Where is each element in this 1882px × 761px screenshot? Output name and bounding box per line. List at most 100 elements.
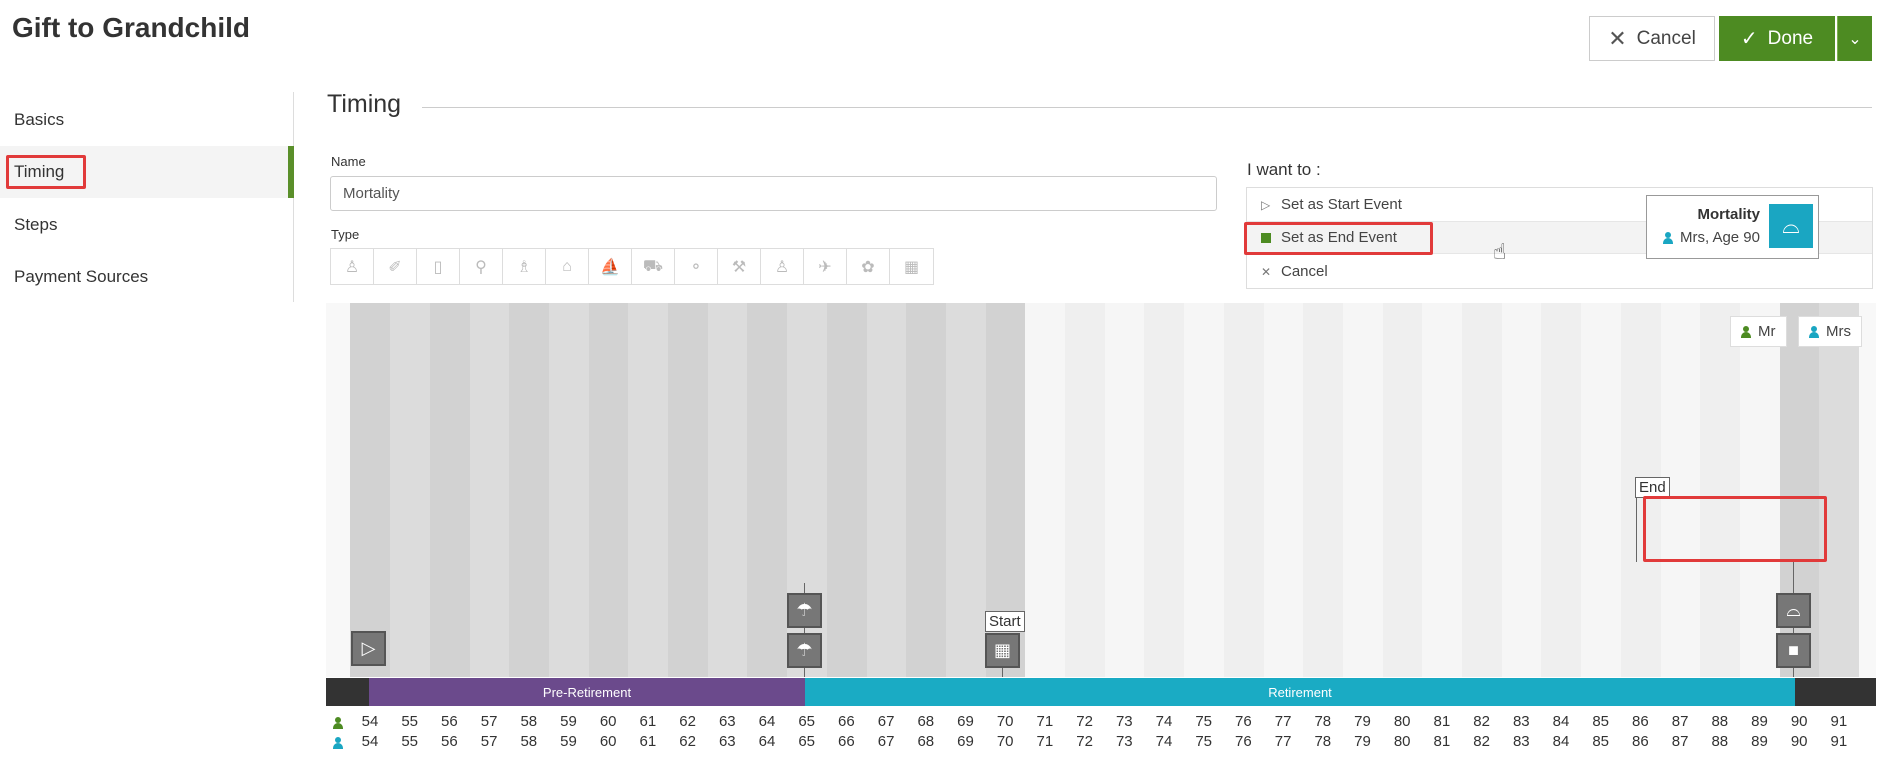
done-dropdown-button[interactable]: ⌄ xyxy=(1837,16,1872,61)
plane-icon[interactable]: ✈ xyxy=(804,249,847,284)
age-label: 63 xyxy=(718,713,736,730)
age-label: 55 xyxy=(401,713,419,730)
set-start-event-label: Set as Start Event xyxy=(1281,196,1402,213)
person-icon xyxy=(333,717,343,729)
age-label: 87 xyxy=(1671,733,1689,750)
calendar-icon[interactable]: ▦ xyxy=(985,633,1020,668)
sidebar-item-timing[interactable]: Timing xyxy=(14,162,65,181)
name-label: Name xyxy=(331,154,366,169)
timeline-column xyxy=(508,303,549,677)
age-label: 71 xyxy=(1036,713,1054,730)
stop-square-icon[interactable]: ■ xyxy=(1776,633,1811,668)
age-label: 70 xyxy=(996,733,1014,750)
ages-row-mrs: 54 55 56 57 58 59 60 61 62 63 64 65 66 67 68 69 70 71 72 73… xyxy=(326,733,1876,753)
person-icon xyxy=(1662,231,1673,244)
car-icon[interactable]: ⛟ xyxy=(632,249,675,284)
umbrella-icon[interactable]: ☂ xyxy=(787,593,822,628)
event-card-subtitle-text: Mrs, Age 90 xyxy=(1679,229,1760,246)
age-label: 78 xyxy=(1314,733,1332,750)
graduation-icon[interactable]: ✐ xyxy=(374,249,417,284)
sidebar-item-payment-sources[interactable]: Payment Sources xyxy=(14,267,149,286)
section-title: Timing xyxy=(327,90,402,118)
medical-icon[interactable]: ✿ xyxy=(847,249,890,284)
paint-roller-icon[interactable]: ⚒ xyxy=(718,249,761,284)
phase-retirement: Retirement xyxy=(805,678,1795,706)
hand-cursor-icon: ☝ xyxy=(1493,239,1507,264)
umbrella-icon[interactable]: ☂ xyxy=(787,633,822,668)
age-label: 72 xyxy=(1076,713,1093,730)
home-icon[interactable]: ⌂ xyxy=(546,249,589,284)
age-label: 57 xyxy=(480,733,498,750)
age-label: 56 xyxy=(441,713,458,730)
age-label: 64 xyxy=(758,713,776,730)
boat-icon[interactable]: ⛵ xyxy=(589,249,632,284)
savings-icon[interactable]: ⚬ xyxy=(675,249,718,284)
car-seat-icon[interactable]: ♗ xyxy=(503,249,546,284)
page-title: Gift to Grandchild xyxy=(12,12,250,43)
legend-mr-label: Mr xyxy=(1758,323,1776,340)
want-cancel-option[interactable]: ✕ Cancel xyxy=(1247,255,1872,288)
timeline-column xyxy=(667,303,708,677)
end-flag-connector xyxy=(1636,478,1637,562)
legend-mrs-label: Mrs xyxy=(1826,323,1851,340)
age-label: 59 xyxy=(560,733,577,750)
person-icon[interactable]: ♙ xyxy=(761,249,804,284)
age-label: 89 xyxy=(1751,713,1768,730)
legend-mrs[interactable]: Mrs xyxy=(1798,316,1862,347)
baby-icon[interactable]: ♙ xyxy=(331,249,374,284)
sidebar-item-basics[interactable]: Basics xyxy=(14,110,65,129)
age-label: 63 xyxy=(718,733,736,750)
age-label: 54 xyxy=(361,713,379,730)
age-label: 56 xyxy=(441,733,458,750)
tombstone-icon: ⌓ xyxy=(1769,204,1813,248)
timeline-column xyxy=(1382,303,1423,677)
name-input[interactable] xyxy=(330,176,1217,211)
done-button-label: Done xyxy=(1767,27,1814,49)
age-label: 61 xyxy=(639,713,657,730)
age-label: 76 xyxy=(1235,733,1252,750)
age-label: 82 xyxy=(1473,733,1490,750)
highlight-box-mortality xyxy=(1643,496,1827,562)
cancel-button[interactable]: ✕ Cancel xyxy=(1589,16,1715,61)
age-label: 85 xyxy=(1592,713,1610,730)
age-label: 90 xyxy=(1790,733,1808,750)
highlight-box-end-event xyxy=(1244,222,1433,255)
set-end-event-label: Set as End Event xyxy=(1281,229,1397,246)
tombstone-icon[interactable]: ⌓ xyxy=(1776,593,1811,628)
play-icon[interactable]: ▷ xyxy=(351,631,386,666)
timeline-column xyxy=(1541,303,1582,677)
type-selector: ♙ ✐ ▯ ⚲ ♗ ⌂ ⛵ ⛟ ⚬ ⚒ ♙ ✈ ✿ ▦ xyxy=(330,248,934,285)
timeline-column xyxy=(350,303,391,677)
done-button[interactable]: ✓ Done xyxy=(1719,16,1835,61)
set-start-event-option[interactable]: ▷ Set as Start Event xyxy=(1247,188,1872,221)
play-outline-icon: ▷ xyxy=(1261,197,1271,212)
age-label: 88 xyxy=(1711,733,1729,750)
age-label: 78 xyxy=(1314,713,1332,730)
age-label: 69 xyxy=(957,733,974,750)
check-icon: ✓ xyxy=(1740,28,1758,50)
calendar-icon[interactable]: ▦ xyxy=(903,258,920,276)
age-label: 68 xyxy=(917,733,935,750)
timeline-column xyxy=(429,303,470,677)
person-icon xyxy=(333,737,343,749)
age-label: 76 xyxy=(1235,713,1252,730)
wedding-icon[interactable]: ⚲ xyxy=(460,249,503,284)
event-card-mortality[interactable]: Mortality Mrs, Age 90 ⌓ xyxy=(1646,195,1819,259)
age-label: 54 xyxy=(361,733,379,750)
legend-mr[interactable]: Mr xyxy=(1730,316,1787,347)
timeline-column xyxy=(826,303,867,677)
sidebar-item-steps[interactable]: Steps xyxy=(14,215,58,234)
age-label: 62 xyxy=(679,713,696,730)
timeline-chart: Mr Mrs ▷ ☂ ☂ Start ▦ End ⌓ ■ xyxy=(326,303,1876,677)
timeline-column xyxy=(1818,303,1860,677)
age-label: 79 xyxy=(1354,713,1371,730)
timeline-column xyxy=(1580,303,1621,677)
age-label: 55 xyxy=(401,733,419,750)
age-label: 83 xyxy=(1512,713,1530,730)
age-label: 72 xyxy=(1076,733,1093,750)
age-label: 73 xyxy=(1115,733,1133,750)
age-label: 67 xyxy=(877,733,895,750)
book-icon[interactable]: ▯ xyxy=(417,249,460,284)
timeline-column xyxy=(627,303,669,677)
want-cancel-label: Cancel xyxy=(1281,263,1328,280)
